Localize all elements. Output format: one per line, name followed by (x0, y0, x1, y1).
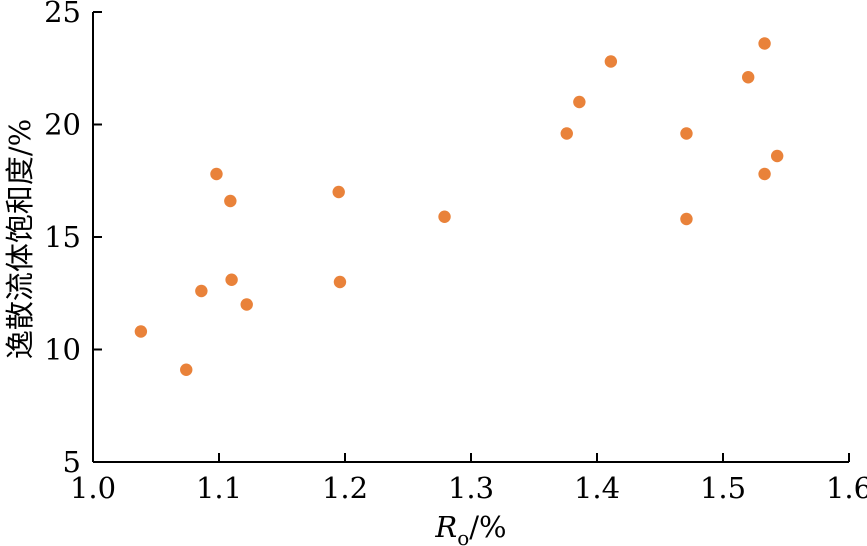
y-tick-label: 25 (44, 0, 81, 29)
x-axis-title-symbol: R (434, 510, 457, 544)
data-points (134, 37, 784, 376)
data-point (680, 127, 693, 140)
data-point (742, 71, 755, 84)
y-tick-label: 15 (44, 220, 81, 254)
data-point (758, 167, 771, 181)
x-axis-title-suffix: /% (469, 510, 506, 544)
data-point (560, 127, 573, 140)
data-point (225, 273, 238, 286)
x-ticks: 1.0 1.1 1.2 1.3 1.4 1.5 1.6 (70, 453, 867, 505)
data-point (758, 37, 771, 50)
x-axis-title-subscript: o (457, 526, 469, 546)
data-point (224, 194, 237, 208)
data-point (680, 212, 693, 226)
y-ticks: 5 10 15 20 25 (44, 0, 102, 479)
y-tick-label: 10 (44, 333, 81, 367)
x-tick-label: 1.0 (70, 471, 116, 505)
x-tick-label: 1.5 (700, 471, 746, 505)
x-tick-label: 1.1 (196, 471, 242, 505)
x-tick-label: 1.4 (574, 471, 620, 505)
axes (92, 12, 849, 463)
data-point (195, 284, 208, 298)
data-point (332, 185, 345, 199)
data-point (604, 55, 618, 68)
data-point (438, 210, 451, 223)
x-tick-label: 1.2 (322, 471, 368, 505)
y-tick-label: 20 (44, 108, 81, 142)
data-point (134, 325, 148, 338)
data-point (210, 167, 223, 181)
data-point (573, 95, 586, 109)
x-tick-label: 1.6 (826, 471, 867, 505)
y-axis-title: 逸散流体饱和度/% (3, 119, 37, 359)
data-point (770, 149, 784, 163)
data-point (180, 363, 193, 376)
x-axis-title: Ro/% (434, 510, 506, 546)
data-point (333, 275, 347, 289)
y-tick-label: 5 (63, 445, 81, 479)
data-point (240, 298, 253, 311)
x-tick-label: 1.3 (448, 471, 494, 505)
